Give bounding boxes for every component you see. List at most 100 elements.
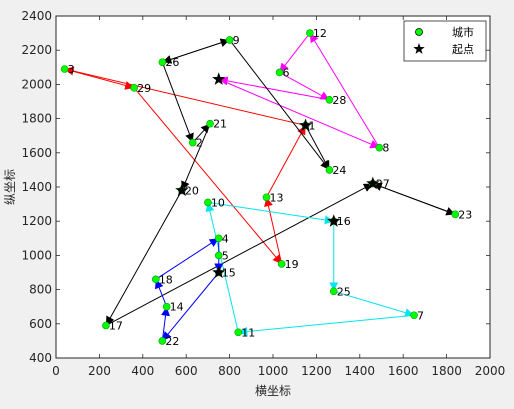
x-tick-label: 1200 xyxy=(301,364,332,378)
route-segment xyxy=(218,76,330,101)
y-axis: 400 600 800 1000 1200 1400 1600 1800 2000 2200 240… xyxy=(21,9,490,365)
city-label: 3 xyxy=(68,63,75,76)
x-tick-label: 200 xyxy=(88,364,111,378)
start-point-star xyxy=(298,118,313,132)
city-label: 2 xyxy=(196,137,203,150)
city-label: 26 xyxy=(165,56,179,69)
city-point xyxy=(214,234,223,243)
legend-box xyxy=(403,20,487,62)
start-point-star xyxy=(212,72,226,85)
route-lines xyxy=(64,32,456,342)
city-label: 25 xyxy=(337,285,351,298)
y-tick-label: 1800 xyxy=(21,112,52,126)
city-label: 17 xyxy=(109,320,123,333)
city-label: 5 xyxy=(222,249,229,262)
x-tick-label: 800 xyxy=(218,364,241,378)
city-labels: 1234567891011121314151617181920212223242… xyxy=(68,27,473,348)
route-segment xyxy=(155,237,220,280)
x-tick-label: 600 xyxy=(175,364,198,378)
city-label: 11 xyxy=(241,326,255,339)
route-segment xyxy=(192,123,211,143)
city-label: 8 xyxy=(382,142,389,155)
start-point-star xyxy=(366,176,380,190)
city-label: 4 xyxy=(222,232,229,245)
route-segment xyxy=(309,32,380,148)
city-label: 19 xyxy=(285,258,299,271)
city-point xyxy=(206,119,214,128)
y-tick-label: 400 xyxy=(29,351,52,365)
city-label: 12 xyxy=(313,27,327,40)
city-point xyxy=(451,210,460,219)
route-segment xyxy=(207,201,334,225)
city-point xyxy=(277,260,286,268)
x-tick-label: 2000 xyxy=(475,364,506,378)
legend: 城市 起点 xyxy=(403,20,487,62)
x-axis-label: 横坐标 xyxy=(255,384,291,398)
city-point xyxy=(162,302,171,311)
start-points xyxy=(175,72,380,279)
x-tick-label: 0 xyxy=(52,364,60,378)
y-tick-label: 2000 xyxy=(21,77,52,91)
city-point xyxy=(60,65,69,73)
city-point xyxy=(275,68,284,77)
city-label: 1 xyxy=(309,119,316,132)
city-label: 14 xyxy=(170,301,184,314)
city-point xyxy=(325,166,334,174)
y-tick-label: 800 xyxy=(29,283,52,297)
route-segment xyxy=(161,306,171,341)
city-label: 16 xyxy=(337,215,351,228)
city-point xyxy=(262,193,271,202)
city-point xyxy=(325,95,334,104)
x-axis: 0 200 400 600 800 1000 1200 1400 1600 1800 2000 xyxy=(52,16,505,378)
y-tick-label: 1000 xyxy=(21,248,52,262)
route-segment xyxy=(333,290,415,317)
route-segment xyxy=(372,182,456,215)
legend-city-label: 城市 xyxy=(452,25,474,39)
city-point xyxy=(306,29,314,37)
y-axis-label: 纵坐标 xyxy=(3,169,17,205)
city-label: 18 xyxy=(159,273,173,286)
y-tick-label: 2200 xyxy=(21,43,52,57)
city-point xyxy=(130,84,138,92)
route-segment xyxy=(105,190,183,326)
city-point xyxy=(214,251,223,260)
city-point xyxy=(158,337,167,345)
start-point-star xyxy=(327,214,341,227)
route-segment xyxy=(229,39,330,171)
route-segment xyxy=(238,314,415,336)
legend-start-label: 起点 xyxy=(452,43,474,56)
city-point xyxy=(204,198,212,207)
route-segment xyxy=(161,61,194,143)
city-label: 13 xyxy=(269,191,283,204)
city-point xyxy=(158,58,167,66)
route-segment xyxy=(266,125,306,198)
plot-area xyxy=(56,16,490,358)
route-segment xyxy=(64,66,306,126)
y-tick-label: 2400 xyxy=(21,9,52,23)
y-tick-label: 1600 xyxy=(21,146,52,160)
x-tick-label: 1400 xyxy=(345,364,376,378)
city-label: 29 xyxy=(137,82,151,95)
y-tick-label: 1400 xyxy=(21,180,52,194)
city-label: 15 xyxy=(222,267,236,280)
city-label: 9 xyxy=(233,34,240,47)
y-tick-label: 1200 xyxy=(21,214,52,228)
city-point xyxy=(234,328,243,337)
city-label: 7 xyxy=(417,309,424,322)
city-label: 27 xyxy=(376,178,390,191)
city-point xyxy=(375,143,384,152)
x-tick-label: 400 xyxy=(131,364,154,378)
city-label: 22 xyxy=(165,335,179,348)
route-segment xyxy=(154,279,168,307)
start-point-star xyxy=(175,183,189,197)
legend-start-marker xyxy=(413,43,425,54)
city-label: 24 xyxy=(332,164,346,177)
city-point xyxy=(188,138,197,147)
city-point xyxy=(329,287,338,296)
city-label: 21 xyxy=(213,118,227,131)
legend-city-marker xyxy=(415,28,423,36)
city-point xyxy=(410,311,418,320)
x-tick-label: 1000 xyxy=(258,364,289,378)
